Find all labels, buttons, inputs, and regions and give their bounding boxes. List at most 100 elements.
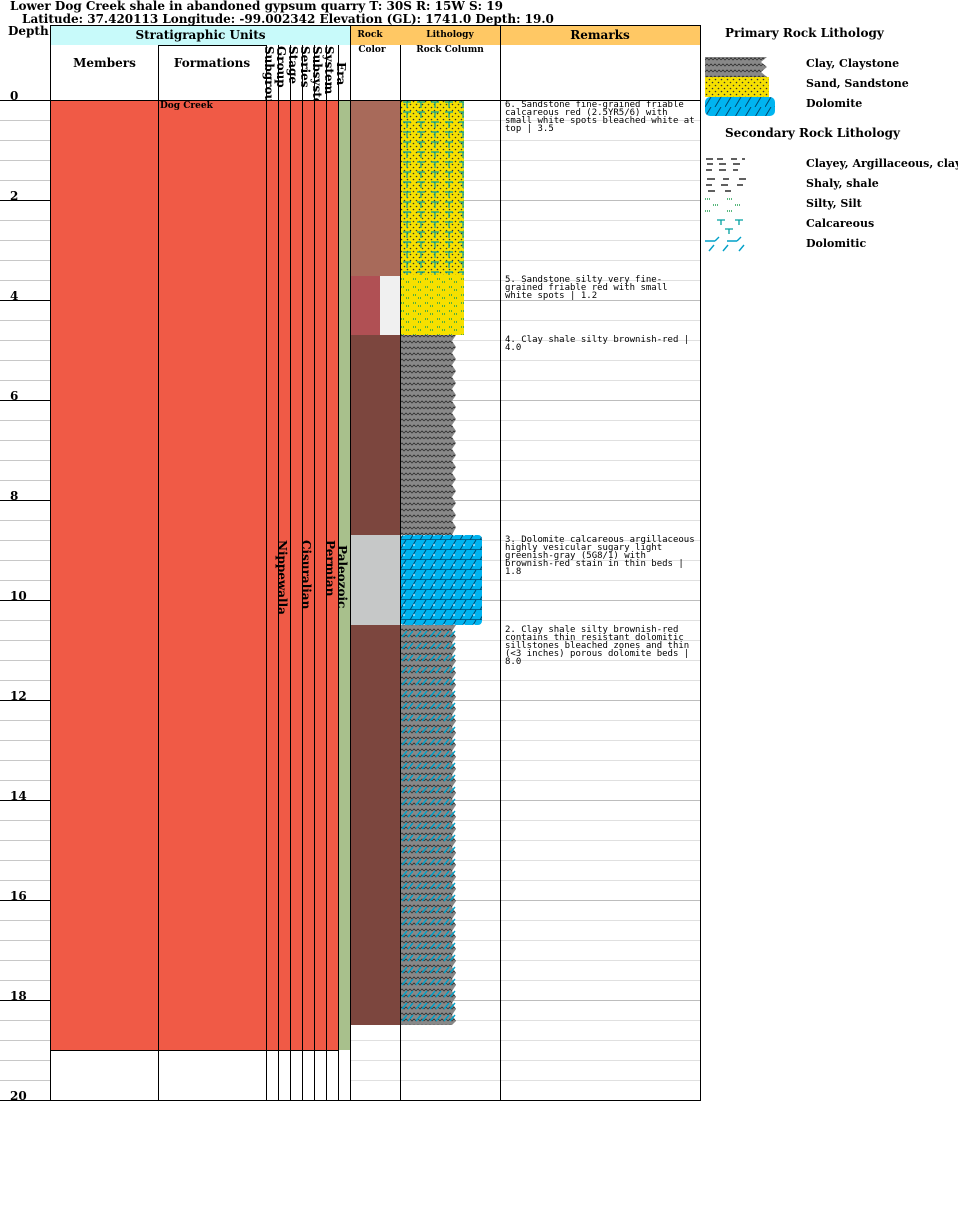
depth-grid-line xyxy=(500,180,700,181)
rock-column-header: Rock Column xyxy=(416,45,484,55)
depth-minor-line xyxy=(0,1040,50,1041)
depth-minor-line xyxy=(0,540,50,541)
rock-color-dolomite xyxy=(351,535,400,625)
depth-major-line xyxy=(0,200,50,201)
legend-clay-swatch xyxy=(705,57,767,77)
depth-minor-line xyxy=(0,140,50,141)
depth-grid-line xyxy=(500,820,700,821)
lith-clay-4 xyxy=(400,335,456,535)
depth-minor-line xyxy=(0,620,50,621)
depth-label: 0 xyxy=(10,89,19,103)
legend-sand-swatch xyxy=(705,77,769,97)
frame-sub-top xyxy=(158,45,266,46)
legend-calcareous: Calcareous xyxy=(806,217,875,230)
strat-fill-bottom xyxy=(51,1050,338,1051)
depth-major-line xyxy=(0,600,50,601)
depth-label: 16 xyxy=(10,889,27,903)
depth-minor-line xyxy=(0,980,50,981)
depth-major-line xyxy=(0,1000,50,1001)
legend-clayey: Clayey, Argillaceous, clay xyxy=(806,157,958,170)
location-info: Latitude: 37.420113 Longitude: -99.00234… xyxy=(22,12,554,26)
remark-4: 4. Clay shale silty brownish-red | 4.0 xyxy=(505,335,695,353)
lithology-label: Lithology xyxy=(426,30,474,40)
rock-color-bleached xyxy=(380,276,400,335)
depth-grid-line xyxy=(500,860,700,861)
col-divider-members xyxy=(158,45,159,1101)
depth-grid-line xyxy=(500,760,700,761)
depth-grid-line xyxy=(500,880,700,881)
legend-secondary-title: Secondary Rock Lithology xyxy=(725,126,900,140)
rock-color-clay-lower xyxy=(351,625,400,1025)
depth-minor-line xyxy=(0,840,50,841)
depth-minor-line xyxy=(0,480,50,481)
members-header: Members xyxy=(73,56,136,70)
rock-color-silty-sandstone xyxy=(351,276,380,335)
depth-minor-line xyxy=(0,920,50,921)
strat-units-label: Stratigraphic Units xyxy=(135,28,266,42)
depth-grid-line xyxy=(500,1000,700,1001)
depth-grid-line xyxy=(500,780,700,781)
depth-minor-line xyxy=(0,520,50,521)
col-divider-formations xyxy=(266,45,267,1101)
legend-primary-title: Primary Rock Lithology xyxy=(725,26,884,40)
depth-grid-line xyxy=(500,840,700,841)
depth-grid-line xyxy=(500,200,700,201)
legend-clayey-swatch xyxy=(706,158,745,171)
depth-grid-line xyxy=(500,560,700,561)
depth-grid-line xyxy=(500,1020,700,1021)
depth-major-line xyxy=(0,900,50,901)
depth-grid-line xyxy=(500,980,700,981)
depth-minor-line xyxy=(0,1020,50,1021)
depth-grid-line xyxy=(500,680,700,681)
depth-grid-line xyxy=(500,1040,700,1041)
stage-header: Stage xyxy=(286,46,300,85)
depth-grid-line xyxy=(500,500,700,501)
depth-grid-line xyxy=(500,580,700,581)
frame-top xyxy=(50,25,700,26)
strat-units-header: Stratigraphic Units xyxy=(51,26,350,45)
depth-minor-line xyxy=(0,440,50,441)
legend-clay: Clay, Claystone xyxy=(806,57,900,70)
legend-shaly-swatch xyxy=(706,178,746,192)
depth-minor-line xyxy=(0,580,50,581)
depth-grid-line xyxy=(500,520,700,521)
col-divider-subgroup xyxy=(278,45,279,1101)
col-divider-stage xyxy=(302,45,303,1101)
depth-grid-line xyxy=(500,700,700,701)
depth-grid-line xyxy=(500,300,700,301)
depth-grid-line xyxy=(500,1060,700,1061)
depth-minor-line xyxy=(0,180,50,181)
depth-minor-line xyxy=(0,360,50,361)
depth-label: 20 xyxy=(10,1089,27,1103)
frame-left xyxy=(50,25,51,1101)
depth-minor-line xyxy=(0,960,50,961)
legend-primary-swatches xyxy=(705,57,775,116)
depth-minor-line xyxy=(0,280,50,281)
depth-grid-line xyxy=(500,720,700,721)
depth-major-line xyxy=(0,400,50,401)
depth-grid-line xyxy=(500,800,700,801)
depth-grid-line xyxy=(500,260,700,261)
era-header: Era xyxy=(334,62,348,86)
remark-6: 6. Sandstone fine-grained friable calcar… xyxy=(505,100,701,134)
depth-grid-line xyxy=(500,440,700,441)
subgroup-header: Subgroup xyxy=(262,46,276,112)
rock-header: Rock xyxy=(357,30,383,40)
depth-major-line xyxy=(0,700,50,701)
depth-grid-line xyxy=(500,320,700,321)
depth-header: Depth xyxy=(8,24,49,38)
strat-fill xyxy=(51,101,338,1050)
depth-grid-line xyxy=(500,460,700,461)
depth-grid-line xyxy=(500,160,700,161)
depth-label: 14 xyxy=(10,789,27,803)
remark-5: 5. Sandstone silty very fine-grained fri… xyxy=(505,275,673,301)
depth-minor-line xyxy=(0,560,50,561)
depth-grid-line xyxy=(500,640,700,641)
depth-minor-line xyxy=(0,120,50,121)
depth-minor-line xyxy=(0,780,50,781)
depth-grid-line xyxy=(500,920,700,921)
depth-grid-line xyxy=(500,420,700,421)
depth-major-line xyxy=(0,800,50,801)
depth-grid-line xyxy=(500,960,700,961)
legend-dolomite: Dolomite xyxy=(806,97,863,110)
